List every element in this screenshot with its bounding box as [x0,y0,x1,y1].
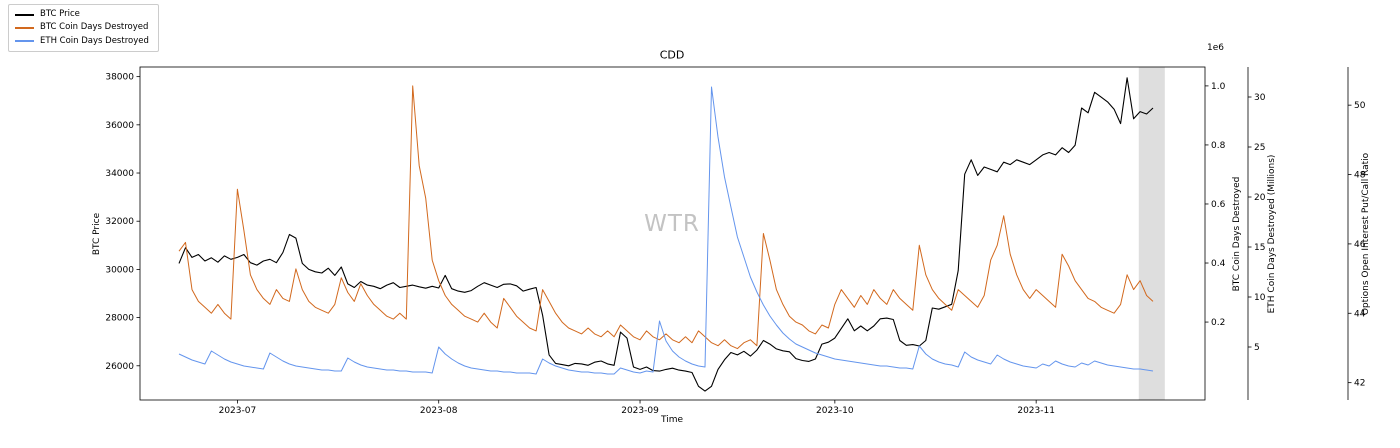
legend-line-swatch [15,27,34,30]
axis-offset-text: 1e6 [1207,43,1224,53]
y-axis-label-eth_cdd: ETH Coin Days Destroyed (Millions) [1267,154,1277,313]
y-tick-label-btc_cdd: 1.0 [1211,82,1226,92]
legend-label: BTC Coin Days Destroyed [40,22,149,33]
y-tick-label-eth_cdd: 15 [1254,243,1265,253]
legend-item-eth-cdd: ETH Coin Days Destroyed [15,35,149,46]
legend-item-btc-cdd: BTC Coin Days Destroyed [15,22,149,33]
series-line-btc_cdd [178,85,1154,350]
x-tick-label: 2023-09 [621,406,659,416]
y-axis-label-btc_cdd: BTC Coin Days Destroyed [1232,176,1242,291]
y-tick-label-eth_cdd: 5 [1254,343,1260,353]
x-tick-label: 2023-11 [1017,406,1055,416]
x-tick-label: 2023-10 [816,406,854,416]
x-tick-label: 2023-08 [420,406,458,416]
chart-title: CDD [659,48,685,62]
y-tick-label-btc_price: 34000 [105,169,134,179]
watermark: WTR [644,211,700,237]
y-axis-label-put_call: Options Open Interest Put/Call Ratio [1361,152,1371,315]
y-tick-label-btc_price: 32000 [105,217,134,227]
y-tick-label-eth_cdd: 10 [1254,293,1266,303]
y-tick-label-put_call: 48 [1354,171,1366,181]
series-line-btc_price [178,77,1154,392]
y-tick-label-put_call: 42 [1354,379,1365,389]
y-tick-label-eth_cdd: 25 [1254,143,1265,153]
x-tick-label: 2023-07 [219,406,257,416]
y-tick-label-btc_price: 30000 [105,265,134,275]
y-tick-label-btc_cdd: 0.2 [1211,318,1225,328]
legend-label: ETH Coin Days Destroyed [40,35,149,46]
y-tick-label-btc_price: 26000 [105,362,134,372]
legend: BTC Price BTC Coin Days Destroyed ETH Co… [8,4,159,53]
y-tick-label-put_call: 50 [1354,101,1366,111]
legend-item-btc-price: BTC Price [15,9,149,19]
legend-line-swatch [15,40,34,43]
y-tick-label-put_call: 46 [1354,240,1366,250]
y-tick-label-btc_cdd: 0.6 [1211,200,1226,210]
x-axis-label: Time [660,415,684,425]
y-tick-label-btc_price: 36000 [105,121,134,131]
y-tick-label-btc_cdd: 0.8 [1211,141,1226,151]
plot-border [139,66,1206,401]
shaded-region [1138,67,1165,400]
y-tick-label-eth_cdd: 30 [1254,93,1266,103]
y-tick-label-btc_price: 28000 [105,314,134,324]
y-tick-label-eth_cdd: 20 [1254,193,1266,203]
series-line-eth_cdd [178,86,1154,375]
y-tick-label-btc_cdd: 0.4 [1211,259,1226,269]
y-axis-label-btc_price: BTC Price [92,212,102,255]
legend-line-swatch [15,13,34,16]
y-tick-label-btc_price: 38000 [105,73,134,83]
legend-label: BTC Price [40,9,80,19]
y-tick-label-put_call: 44 [1354,309,1366,319]
